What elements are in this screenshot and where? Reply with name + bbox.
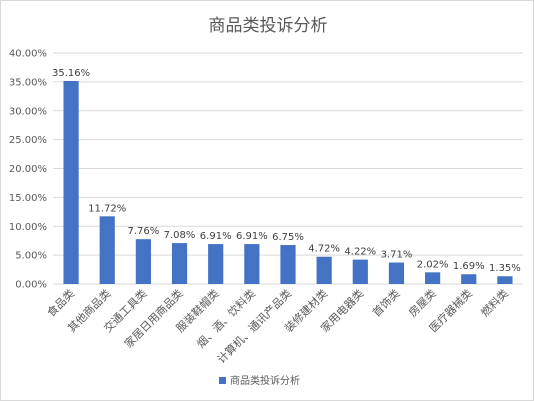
legend-label: 商品类投诉分析 [230,374,300,387]
data-label: 7.76% [127,226,159,237]
category-label: 房屋类 [406,286,439,319]
bar [208,244,224,284]
gridlines [53,52,523,285]
data-label: 6.91% [236,231,268,242]
bar [63,80,79,285]
data-label: 6.91% [200,231,232,242]
category-label: 首饰类 [369,286,402,319]
bar [99,216,115,284]
category-label: 燃料类 [478,286,511,319]
y-tick-label: 30.00% [9,106,47,117]
bar [135,239,151,284]
x-axis-categories: 食品类其他商品类交通工具类家居日用商品类服装鞋帽类烟、酒、饮料类计算机、通讯产品… [44,286,511,366]
y-tick-label: 25.00% [9,135,47,146]
data-label: 1.69% [453,261,485,272]
data-label: 4.22% [344,247,376,258]
data-label: 2.02% [417,259,449,270]
y-axis-ticks: 0.00% 5.00% 10.00% 15.00% 20.00% 25.00% 30.00%… [9,49,47,291]
chart-title: 商品类投诉分析 [209,16,328,36]
y-tick-label: 35.00% [9,77,47,88]
bar [461,274,477,284]
data-label: 3.71% [381,250,413,261]
y-tick-label: 15.00% [9,193,47,204]
bar [171,243,188,284]
bar [244,244,260,284]
y-tick-label: 10.00% [9,222,47,233]
data-label: 4.72% [308,244,340,255]
data-label: 6.75% [272,232,304,243]
data-label: 1.35% [489,263,521,274]
bar [280,245,296,284]
y-tick-label: 0.00% [15,280,47,291]
legend: 商品类投诉分析 [219,374,300,387]
data-labels: 35.16% 11.72% 7.76% 7.08% 6.91% 6.91% 6.75% 4.7… [52,68,521,274]
y-tick-label: 5.00% [15,251,47,262]
data-label: 35.16% [52,68,90,79]
bars [63,80,513,285]
category-label: 食品类 [44,286,77,319]
bar [388,262,405,284]
bar [497,276,513,284]
legend-swatch [219,377,226,384]
y-tick-label: 40.00% [9,49,47,60]
data-label: 11.72% [88,203,126,214]
y-tick-label: 20.00% [9,164,47,175]
data-label: 7.08% [164,230,196,241]
bar [316,256,332,284]
bar [352,259,368,284]
bar [425,272,441,284]
